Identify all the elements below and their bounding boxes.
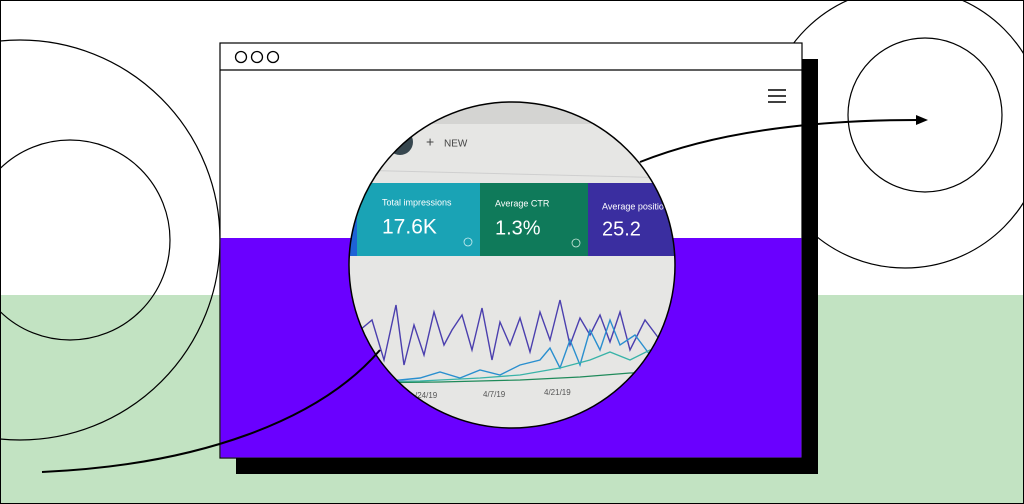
arrow xyxy=(41,349,381,473)
magnifier-ring xyxy=(348,101,676,429)
chart-line xyxy=(359,317,671,383)
date-label: 4/7/19 xyxy=(483,390,506,399)
card-label: Average CTR xyxy=(495,198,550,208)
new-button[interactable]: NEW xyxy=(444,139,468,150)
card-value: 1.3% xyxy=(495,217,541,239)
window-dot xyxy=(234,50,248,64)
card-label: Average position xyxy=(602,201,669,211)
card-label: Total impressions xyxy=(382,197,452,207)
window-dot xyxy=(266,50,280,64)
date-label: /24/19 xyxy=(415,391,438,400)
magnified-photo: + NEW Total impressions 17.6K Average CT… xyxy=(349,102,675,428)
chart-line xyxy=(359,299,661,366)
deco-circle xyxy=(847,37,1003,193)
card-value: 17.6K xyxy=(382,216,437,239)
card xyxy=(349,183,480,256)
arrow xyxy=(639,119,919,163)
menu-icon[interactable] xyxy=(768,89,786,103)
plus-icon: + xyxy=(426,134,434,150)
window-dot xyxy=(250,50,264,64)
card-value: 25.2 xyxy=(602,218,641,240)
date-label: 4/21/19 xyxy=(544,388,571,397)
card xyxy=(480,183,588,256)
deco-circle xyxy=(0,139,171,341)
chart-line xyxy=(359,349,671,383)
arrow-head xyxy=(916,115,928,125)
